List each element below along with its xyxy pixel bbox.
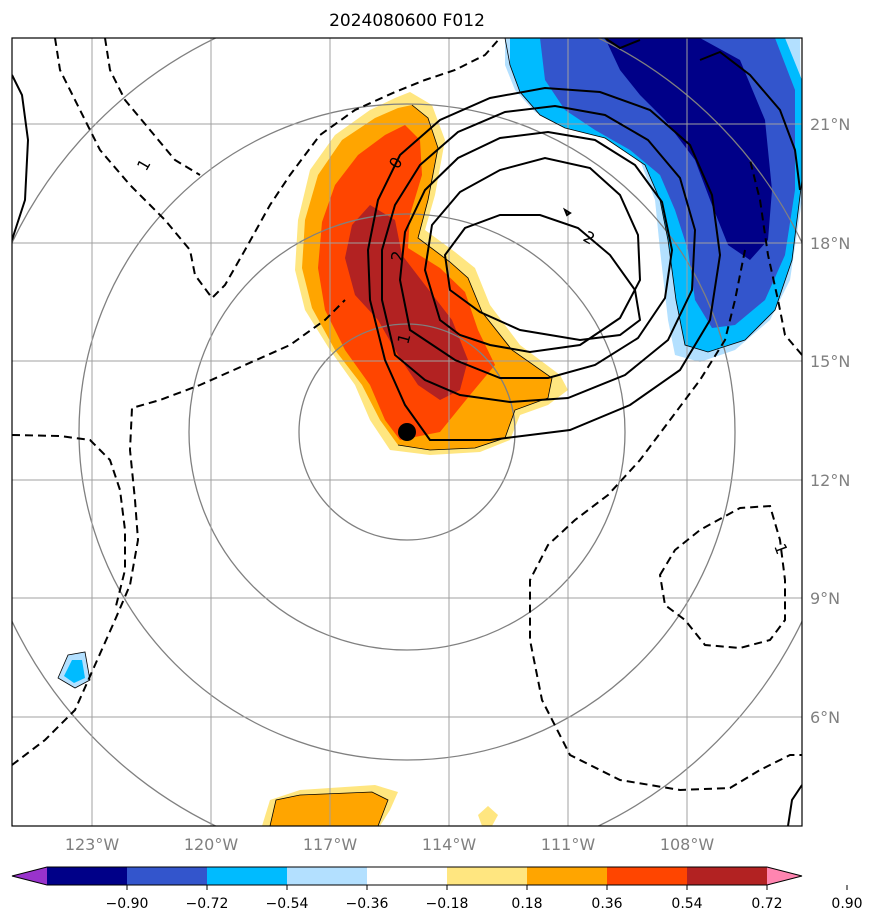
- contour-solid-southeast: [787, 784, 802, 826]
- graticule: [12, 38, 802, 826]
- small-negative-patch: [58, 652, 90, 688]
- lon-tick-label: 111°W: [541, 835, 596, 854]
- range-ring-3: [78, 103, 736, 761]
- contour-dashed-east-loop: [658, 504, 786, 650]
- outline-south: [269, 791, 389, 826]
- dashed-contours: [12, 38, 802, 792]
- lon-tick-label: 120°W: [184, 835, 239, 854]
- colorbar-segment: [687, 867, 768, 885]
- contour-solid-4: [423, 156, 642, 354]
- lon-tick-label: 123°W: [65, 835, 120, 854]
- lat-tick-label: 12°N: [810, 471, 850, 490]
- colorbar-segment: [367, 867, 448, 885]
- contour-label: 2: [387, 249, 407, 262]
- colorbar-segment: [607, 867, 688, 885]
- contour-dashed-northwest-2: [104, 38, 201, 176]
- shade-cyan-west: [64, 660, 85, 683]
- lon-tick-label: 108°W: [660, 835, 715, 854]
- contour-solid-3: [398, 130, 674, 379]
- colorbar-segment: [207, 867, 288, 885]
- lat-tick-label: 18°N: [810, 234, 850, 253]
- colorbar-tick-label: −0.54: [266, 896, 309, 912]
- contour-solid-tiny: [562, 207, 572, 217]
- range-ring-2: [188, 213, 626, 651]
- colorbar-segment: [447, 867, 528, 885]
- shading-outlines: [57, 38, 802, 826]
- contour-solid-northeast: [699, 50, 801, 191]
- map-frame: [11, 37, 803, 827]
- colorbar-tick-label: −0.90: [106, 896, 149, 912]
- lon-tick-label: 117°W: [303, 835, 358, 854]
- map-panel: 0 2 1 2 1 1: [11, 37, 803, 827]
- contour-dashed-southeast: [529, 249, 802, 792]
- outline-negative: [504, 38, 802, 353]
- lat-tick-label: 15°N: [810, 352, 850, 371]
- lon-tick-labels: 123°W 120°W 117°W 114°W 111°W 108°W: [65, 835, 715, 854]
- lat-tick-labels: 21°N 18°N 15°N 12°N 9°N 6°N: [810, 115, 850, 727]
- colorbar-tick-label: 0.36: [591, 896, 622, 912]
- contour-solid-north: [604, 38, 641, 50]
- colorbar-segments: [12, 867, 802, 885]
- colorbar-tick-label: −0.72: [186, 896, 229, 912]
- contour-solid-2: [381, 104, 697, 404]
- colorbar-tick-label: 0.90: [831, 896, 862, 912]
- colorbar-segment: [127, 867, 208, 885]
- contour-label: 1: [394, 331, 415, 346]
- storm-center-marker: [398, 423, 416, 441]
- shade-dark-red: [345, 205, 468, 400]
- contour-dashed-west: [12, 299, 346, 766]
- colorbar-extend-high: [767, 867, 802, 885]
- contour-dashed-east: [749, 159, 802, 356]
- map-title: 2024080600 F012: [329, 11, 485, 31]
- lat-tick-label: 9°N: [810, 589, 840, 608]
- outline-west-patch: [57, 651, 91, 689]
- contour-solid-outer: [366, 86, 722, 441]
- shade-south-orange: [270, 792, 388, 826]
- colorbar-extend-low: [12, 867, 47, 885]
- contour-solid-inner: [443, 214, 642, 342]
- colorbar-labels: −0.90 −0.72 −0.54 −0.36 −0.18 0.18 0.36 0.54 0.7…: [106, 885, 863, 912]
- contour-dashed-southwest: [12, 434, 126, 611]
- colorbar-tick-label: 0.72: [751, 896, 782, 912]
- solid-contours: [12, 38, 802, 826]
- colorbar-tick-label: 0.54: [671, 896, 702, 912]
- contour-solid-west: [12, 74, 30, 241]
- range-rings: [12, 38, 802, 826]
- colorbar-segment: [527, 867, 608, 885]
- colorbar-segment: [287, 867, 368, 885]
- negative-shading: [505, 38, 802, 362]
- lat-tick-label: 6°N: [810, 708, 840, 727]
- colorbar-segment: [47, 867, 128, 885]
- shade-south-light-yellow-2: [478, 806, 498, 826]
- colorbar-tick-label: −0.18: [426, 896, 469, 912]
- colorbar-tick-label: −0.36: [346, 896, 389, 912]
- range-ring-1: [298, 323, 516, 541]
- shade-deep-blue: [605, 38, 772, 260]
- lon-tick-label: 114°W: [422, 835, 477, 854]
- colorbar-tick-label: 0.18: [511, 896, 542, 912]
- colorbar-outline: [11, 866, 803, 886]
- colorbar: −0.90 −0.72 −0.54 −0.36 −0.18 0.18 0.36 0.54 0.7…: [11, 866, 863, 912]
- outline-positive: [397, 104, 553, 451]
- lat-tick-label: 21°N: [810, 115, 850, 134]
